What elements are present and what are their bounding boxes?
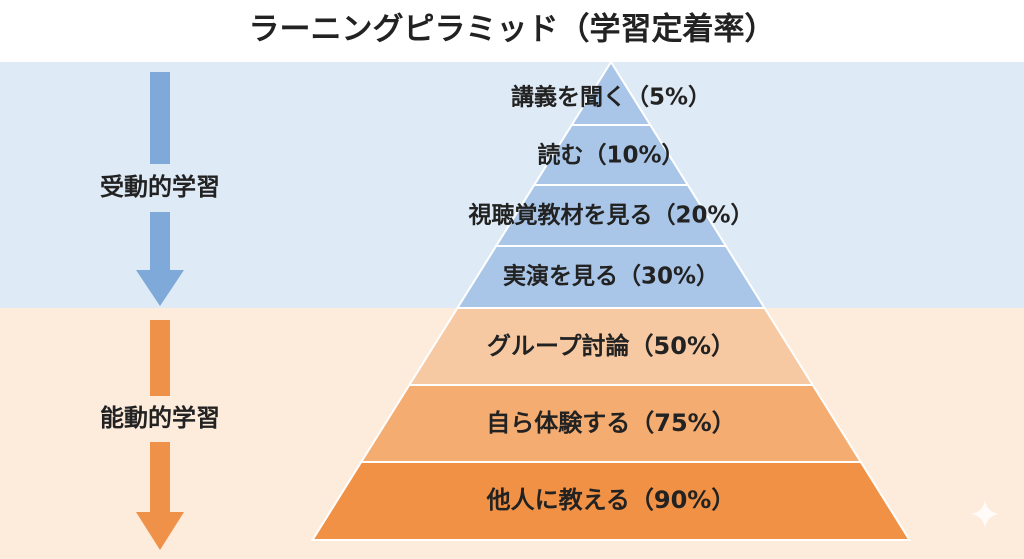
level-label: 他人に教える（90%） [486,486,736,514]
level-label: 読む（10%） [537,142,684,169]
group-label: 能動的学習 [100,404,220,432]
level-label: 講義を聞く（5%） [511,84,711,111]
title: ラーニングピラミッド（学習定着率） [249,12,776,48]
level-label: 視聴覚教材を見る（20%） [467,202,753,229]
arrow-shaft [150,72,170,164]
arrow-head [136,270,184,306]
header-bg [0,0,1024,62]
sparkle-icon [971,500,999,528]
group-label: 受動的学習 [100,173,220,201]
arrow-shaft [150,320,170,396]
arrow-head [136,512,184,550]
level-label: グループ討論（50%） [487,332,735,360]
arrow-shaft [150,442,170,514]
pyramid-tier [310,461,912,541]
arrow-shaft [150,212,170,272]
level-label: 実演を見る（30%） [503,263,719,290]
level-label: 自ら体験する（75%） [486,409,735,437]
